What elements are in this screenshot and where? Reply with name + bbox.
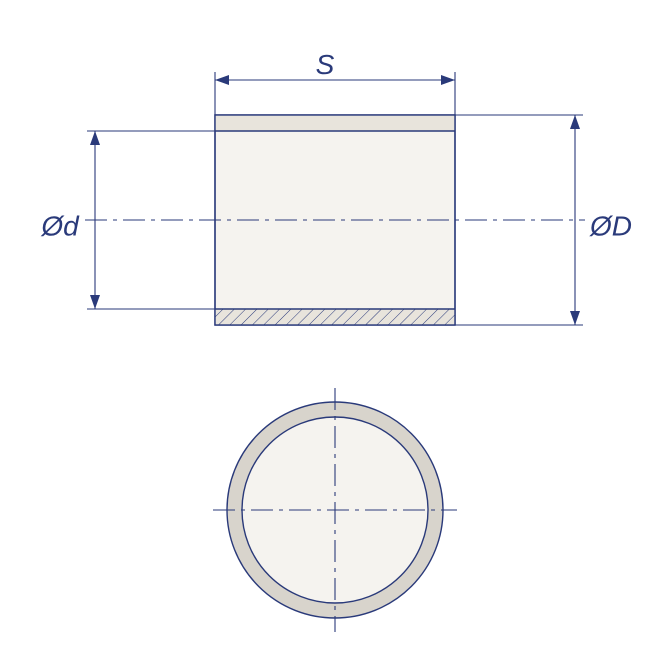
top-wall <box>215 115 455 131</box>
label-inner-dia: Ød <box>40 210 80 241</box>
label-outer-dia: ØD <box>589 210 632 241</box>
top-view <box>213 388 457 632</box>
side-view <box>85 115 585 325</box>
label-s: S <box>316 49 335 80</box>
dimension-s: S <box>215 49 455 115</box>
bottom-wall-hatch <box>215 309 455 325</box>
